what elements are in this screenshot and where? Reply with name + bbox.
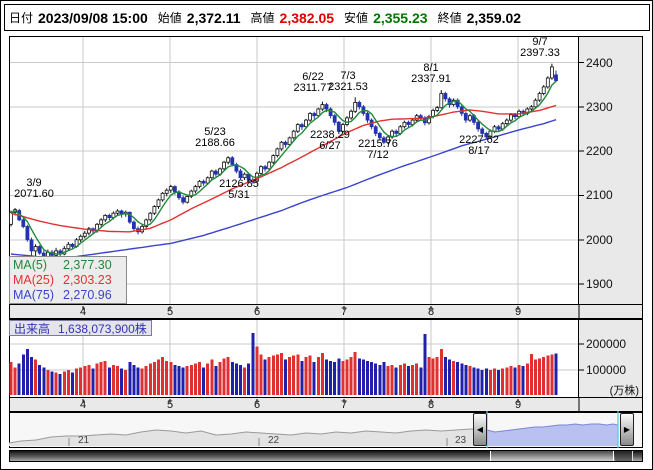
ma-legend-box: MA(5) 2,377.30 MA(25) 2,303.23 MA(75) 2,270.9… (9, 256, 127, 304)
volume-axis-label: 200000 (586, 337, 627, 351)
price-axis-label: 2100 (586, 188, 613, 203)
left-arrow-icon: ◀ (476, 425, 484, 434)
annotation-line: 9/7 (532, 36, 548, 48)
month-axis-label: 8 (427, 398, 435, 411)
volume-axis-strip (9, 398, 643, 412)
navigator-year-label: 21 (78, 435, 90, 446)
annotation-line: 7/12 (367, 149, 389, 161)
ma-legend-value: 2,303.23 (63, 272, 112, 287)
peak-annotation: 2126.85 5/31 (219, 179, 259, 201)
low-label: 安値 (344, 11, 369, 25)
month-axis-label: 4 (79, 305, 87, 318)
ma-legend-row: MA(5) 2,377.30 (10, 257, 126, 272)
peak-annotation: 2215.76 7/12 (358, 139, 398, 161)
right-arrow-icon: ▶ (623, 425, 631, 434)
volume-legend-label: 出来高 (14, 321, 51, 336)
ma-legend-label: MA(75) (13, 288, 54, 303)
close-label: 終値 (437, 11, 462, 25)
ma-legend-row: MA(75) 2,270.96 (10, 288, 126, 303)
high-value: 2,382.05 (279, 9, 335, 26)
horizontal-scrollbar-thumb[interactable] (490, 451, 614, 461)
annotation-line: 7/3 (340, 70, 356, 82)
volume-legend-box: 出来高 1,638,073,900株 (9, 320, 152, 336)
open-label: 始値 (157, 11, 182, 25)
peak-annotation: 3/9 2071.60 (14, 178, 54, 200)
peak-annotation: 6/22 2311.77 (294, 72, 333, 94)
annotation-line: 2337.91 (411, 73, 451, 85)
ohlc-info-bar: 日付 2023/09/08 15:00 始値 2,372.11 高値 2,382… (4, 4, 650, 31)
annotation-line: 2397.33 (520, 47, 560, 59)
horizontal-scrollbar-end-cap (615, 451, 633, 461)
annotation-line: 8/17 (468, 145, 490, 157)
month-axis-strip (9, 305, 643, 319)
annotation-line: 6/27 (319, 140, 341, 152)
annotation-line: 2321.53 (328, 81, 368, 93)
navigator-right-arrow-button[interactable]: ▶ (620, 413, 634, 446)
annotation-line: 2071.60 (14, 188, 54, 200)
annotation-line: 2311.77 (293, 82, 333, 94)
price-axis-label: 1900 (586, 277, 613, 292)
annotation-line: 2188.66 (195, 137, 235, 149)
volume-legend-value: 1,638,073,900株 (58, 321, 147, 336)
price-axis-label: 2300 (586, 99, 613, 114)
ma-legend-row: MA(25) 2,303.23 (10, 272, 126, 287)
peak-annotation: 7/3 2321.53 (328, 71, 368, 93)
volume-axis-label: 100000 (586, 363, 627, 377)
month-axis-label: 7 (340, 398, 348, 411)
ma-legend-value: 2,377.30 (63, 257, 112, 272)
peak-annotation: 8/1 2337.91 (411, 63, 451, 85)
navigator-year-label: 23 (455, 435, 467, 446)
price-axis-label: 2200 (586, 144, 613, 159)
month-axis-label: 7 (340, 305, 348, 318)
date-label: 日付 (9, 11, 34, 25)
peak-annotation: 9/7 2397.33 (520, 37, 560, 59)
peak-annotation: 2238.29 6/27 (310, 130, 350, 152)
month-axis-label: 6 (253, 398, 261, 411)
month-axis-label: 5 (166, 398, 174, 411)
peak-annotation: 2227.62 8/17 (459, 135, 499, 157)
date-value: 2023/09/08 15:00 (38, 9, 148, 26)
ma-legend-label: MA(5) (13, 257, 48, 272)
month-axis-label: 8 (427, 305, 435, 318)
month-axis-label: 9 (514, 398, 522, 411)
price-axis-label: 2000 (586, 232, 613, 247)
ma-legend-label: MA(25) (13, 272, 54, 287)
range-navigator[interactable] (9, 412, 643, 448)
open-value: 2,372.11 (186, 9, 241, 26)
price-axis-panel (579, 36, 643, 305)
navigator-left-arrow-button[interactable]: ◀ (473, 413, 487, 446)
annotation-line: 6/22 (302, 71, 324, 83)
price-axis-label: 2400 (586, 55, 613, 70)
low-value: 2,355.23 (373, 9, 428, 26)
horizontal-scrollbar-track[interactable] (9, 450, 643, 462)
month-axis-label: 4 (79, 398, 87, 411)
navigator-year-label: 22 (268, 435, 280, 446)
close-value: 2,359.02 (466, 9, 522, 26)
ma-legend-value: 2,270.96 (63, 288, 112, 303)
volume-unit-label: (万株) (609, 385, 639, 397)
annotation-line: 5/31 (228, 189, 250, 201)
month-axis-label: 5 (166, 305, 174, 318)
volume-axis-panel (579, 319, 643, 398)
month-axis-label: 6 (253, 305, 261, 318)
peak-annotation: 5/23 2188.66 (195, 127, 235, 149)
high-label: 高値 (250, 11, 275, 25)
month-axis-label: 9 (514, 305, 522, 318)
